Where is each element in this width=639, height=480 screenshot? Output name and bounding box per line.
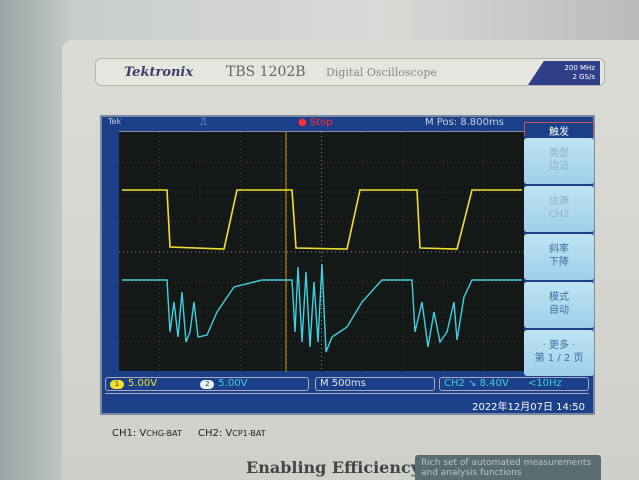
graticule	[119, 131, 524, 372]
trigger-frequency: <10Hz	[527, 378, 562, 389]
menu-more-button[interactable]: · 更多 · 第 1 / 2 页	[524, 330, 594, 376]
menu-source-button[interactable]: 信源 CH2	[524, 186, 594, 232]
ch1-scale: 5.00V	[128, 378, 158, 389]
waveform-display	[119, 132, 524, 372]
ch2-caption-sub: CP1-BAT	[232, 429, 266, 438]
ch1-badge: 1	[110, 380, 124, 389]
menu-label: 类型	[549, 148, 569, 159]
trigger-slope: ↘	[468, 378, 477, 389]
datetime: 2022年12月07日 14:50	[472, 402, 585, 413]
run-state-label: Stop	[309, 117, 333, 128]
scope-screen: Tek ⎍ ● Stop M Pos: 8.800ms 触发 类型边沿 信源 CH…	[100, 115, 595, 415]
ch2-scale: 5.00V	[218, 378, 248, 389]
mode-label: Tek	[108, 117, 122, 126]
menu-label: 模式	[549, 292, 569, 303]
run-state: ● Stop	[298, 117, 333, 128]
bandwidth: 200 MHz	[564, 64, 595, 72]
menu-mode-button[interactable]: 模式 自动	[524, 282, 594, 328]
horizontal-position: M Pos: 8.800ms	[425, 117, 504, 128]
ch2-badge: 2	[200, 380, 215, 389]
timebase: M 500ms	[315, 377, 435, 391]
trigger-type-icon: ⎍	[200, 117, 207, 128]
model-name: TBS 1202B	[226, 64, 306, 80]
sample-rate: 2 GS/s	[572, 73, 595, 81]
top-status-bar: Tek ⎍ ● Stop M Pos: 8.800ms	[102, 117, 593, 131]
menu-value: 下降	[549, 257, 569, 268]
menu-type-button[interactable]: 类型 边沿	[524, 138, 594, 184]
menu-label: · 更多 ·	[542, 340, 576, 351]
brand-bar: Tektronix TBS 1202B Digital Oscilloscope…	[95, 58, 605, 86]
trigger-level: 8.40V	[479, 378, 509, 389]
menu-value: 边沿	[549, 161, 569, 172]
menu-value: 自动	[549, 305, 569, 316]
device-description: Digital Oscilloscope	[326, 66, 437, 79]
divider	[105, 393, 589, 394]
menu-value: 第 1 / 2 页	[534, 353, 584, 364]
trigger-source: CH2	[444, 378, 465, 389]
menu-slope-button[interactable]: 斜率 下降	[524, 234, 594, 280]
brand-logo: Tektronix	[124, 65, 194, 80]
spec-badge: 200 MHz 2 GS/s	[528, 61, 600, 85]
slogan: Enabling Efficiency	[246, 458, 421, 477]
menu-value: CH2	[548, 209, 570, 220]
ch1-caption-sub: CHG-BAT	[146, 429, 182, 438]
ch1-caption: CH1: VCHG-BAT	[112, 428, 182, 439]
ch1-waveform	[122, 189, 522, 250]
menu-label: 信源	[549, 196, 569, 207]
ch2-caption: CH2: VCP1-BAT	[198, 428, 266, 439]
feature-panel: Rich set of automated measurements and a…	[415, 455, 601, 480]
ch2-waveform	[122, 263, 522, 353]
trigger-status: CH2 ↘ 8.40V <10Hz	[439, 377, 589, 391]
channel-scales: 1 5.00V 2 5.00V	[105, 377, 309, 391]
trigger-menu: 触发 类型边沿 信源 CH2 斜率下降 模式自动 · 更多 · 第 1 / 2 页	[524, 122, 594, 376]
ch1-caption-label: CH1: V	[112, 428, 147, 439]
ch2-caption-label: CH2: V	[198, 428, 233, 439]
menu-label: 斜率	[549, 244, 569, 255]
menu-title: 触发	[524, 122, 594, 138]
